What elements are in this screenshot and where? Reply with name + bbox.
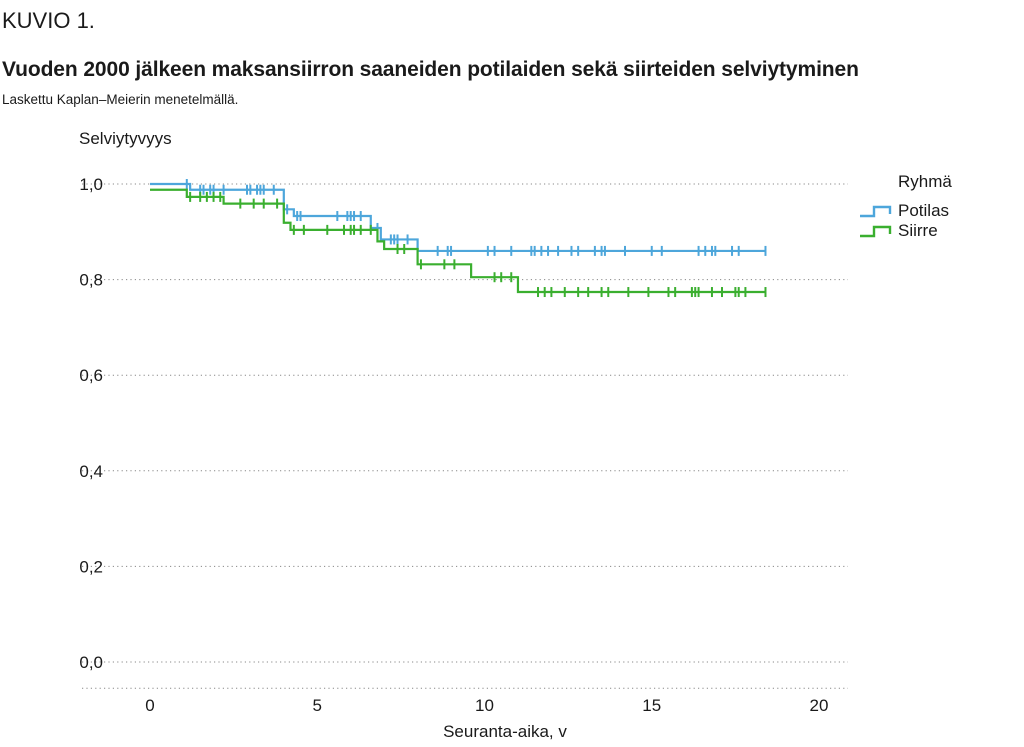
chart-subtitle: Laskettu Kaplan–Meierin menetelmällä. [2,92,239,107]
x-tick-label: 5 [313,696,322,715]
figure-label: KUVIO 1. [2,8,95,33]
x-tick-label: 0 [145,696,154,715]
x-tick-label: 20 [810,696,829,715]
legend-swatch-siirre [860,225,892,238]
legend-swatch-potilas [860,205,892,218]
series-line-potilas [150,182,766,253]
y-tick-label: 0,0 [79,653,103,672]
y-tick-label: 0,8 [79,271,103,290]
chart-title: Vuoden 2000 jälkeen maksansiirron saanei… [2,58,859,81]
y-tick-label: 0,6 [79,366,103,385]
y-tick-label: 0,4 [79,462,103,481]
legend-label-siirre: Siirre [898,221,938,240]
series-lines [150,179,767,298]
y-tick-label: 0,2 [79,557,103,576]
gridlines [82,183,848,689]
y-tick-label: 1,0 [79,175,103,194]
x-tick-label: 15 [642,696,661,715]
legend [860,205,892,238]
legend-title: Ryhmä [898,172,952,191]
tick-labels: 0,0 0,2 0,4 0,6 0,8 1,0 0 5 10 15 20 [79,175,828,715]
legend-label-potilas: Potilas [898,201,950,220]
x-tick-label: 10 [475,696,494,715]
x-axis-label: Seuranta-aika, v [443,722,567,741]
series-line-siirre [150,188,766,294]
y-axis-label: Selviytyvyys [79,129,172,148]
